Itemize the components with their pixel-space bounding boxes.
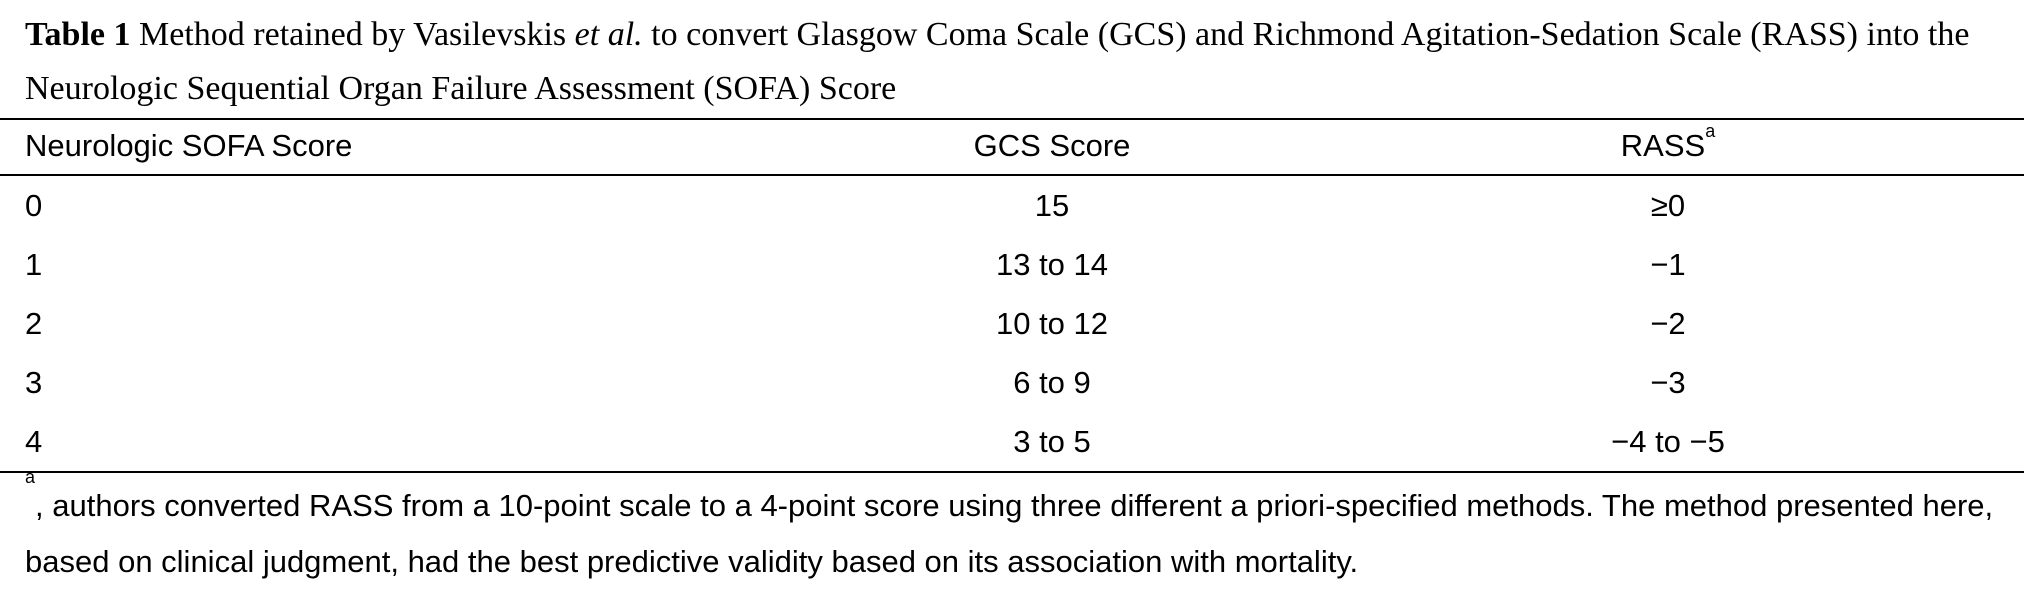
caption-label: Table 1 xyxy=(25,16,131,53)
caption-text-1: Method retained by Vasilevskis xyxy=(130,16,575,53)
header-rule xyxy=(0,174,2024,176)
cell-rass: −1 xyxy=(1650,247,1686,282)
caption-italic: et al. xyxy=(574,16,643,53)
caption-text-2: to convert Glasgow Coma Scale (GCS) and … xyxy=(25,16,1970,107)
footnote-mark: a xyxy=(25,467,36,487)
cell-gcs: 6 to 9 xyxy=(1013,365,1091,400)
cell-sofa: 2 xyxy=(25,306,43,341)
cell-gcs: 3 to 5 xyxy=(1013,424,1091,459)
header-gcs: GCS Score xyxy=(973,128,1131,163)
header-sofa: Neurologic SOFA Score xyxy=(25,128,353,163)
cell-gcs: 13 to 14 xyxy=(995,247,1109,282)
bottom-rule xyxy=(0,471,2024,473)
cell-rass: ≥0 xyxy=(1650,188,1686,223)
header-rass: RASSa xyxy=(1568,122,1768,166)
cell-sofa: 0 xyxy=(25,188,43,223)
cell-sofa: 3 xyxy=(25,365,43,400)
cell-rass: −2 xyxy=(1650,306,1686,341)
footnote-text: , authors converted RASS from a 10-point… xyxy=(25,488,1994,579)
cell-gcs: 15 xyxy=(1034,188,1070,223)
table-caption: Table 1 Method retained by Vasilevskis e… xyxy=(25,8,2005,116)
cell-gcs: 10 to 12 xyxy=(995,306,1109,341)
top-rule xyxy=(0,118,2024,120)
cell-sofa: 1 xyxy=(25,247,43,282)
header-rass-label: RASS xyxy=(1620,128,1706,163)
cell-rass: −4 to −5 xyxy=(1611,424,1725,459)
header-rass-footnote-mark: a xyxy=(1705,121,1716,141)
table-footnote: a, authors converted RASS from a 10-poin… xyxy=(25,468,2005,590)
cell-rass: −3 xyxy=(1650,365,1686,400)
cell-sofa: 4 xyxy=(25,424,43,459)
